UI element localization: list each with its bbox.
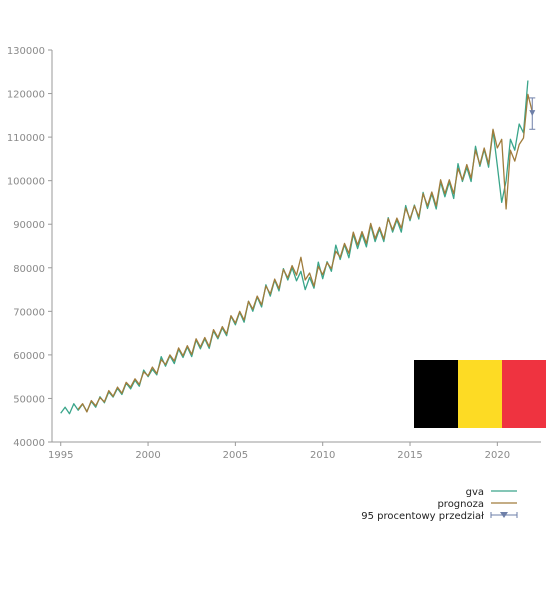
y-tick-label: 70000 [13,307,45,318]
series-line-gva [60,80,529,415]
y-tick-label: 90000 [13,220,45,231]
plot-area: 40000 50000 60000 70000 80000 90000 100000 1100… [7,46,541,461]
x-tick-label: 2005 [223,450,248,461]
y-tick-label: 120000 [7,90,45,101]
belgium-flag [414,360,546,428]
y-axis-ticks: 40000 50000 60000 70000 80000 90000 100000 1100… [7,46,52,449]
x-tick-label: 2015 [397,450,422,461]
y-tick-label: 100000 [7,177,45,188]
series-line-prognoza [77,93,533,413]
flag-stripe-red [502,360,546,428]
legend-label-interval: 95 procentowy przedział [361,511,484,522]
y-tick-label: 60000 [13,351,45,362]
legend-label-gva: gva [466,487,484,498]
x-tick-label: 1995 [48,450,73,461]
legend-label-prognoza: prognoza [437,499,484,510]
y-tick-label: 110000 [7,133,45,144]
x-tick-label: 2020 [485,450,510,461]
x-axis-ticks: 1995 2000 2005 2010 2015 2020 [48,442,510,461]
interval-layer [529,97,536,130]
flag-stripe-black [414,360,458,428]
x-tick-label: 2010 [310,450,335,461]
y-tick-label: 80000 [13,264,45,275]
x-tick-label: 2000 [135,450,160,461]
flag-stripe-yellow [458,360,502,428]
y-tick-label: 130000 [7,46,45,57]
legend: gva prognoza 95 procentowy przedział [361,487,518,522]
interval-center-marker [529,110,536,117]
y-tick-label: 40000 [13,438,45,449]
legend-swatch-interval [490,512,518,518]
series-layer [60,80,533,415]
y-tick-label: 50000 [13,394,45,405]
